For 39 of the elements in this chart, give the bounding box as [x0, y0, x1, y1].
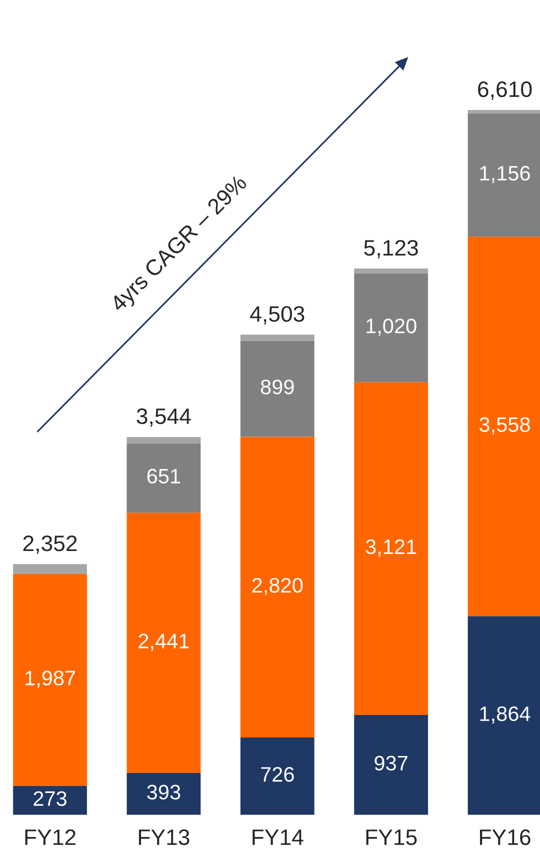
bar [240, 334, 314, 341]
data-label: 1,156 [480, 166, 530, 184]
data-label: 3,121 [366, 539, 416, 557]
total-label: 6,610 [478, 81, 532, 100]
bar [126, 436, 201, 444]
bar [126, 772, 201, 815]
data-label: 726 [261, 767, 294, 782]
data-label: 3,558 [479, 417, 530, 434]
data-label: 1,987 [26, 670, 76, 688]
bar [354, 268, 428, 274]
x-tick-label: FY12 [25, 829, 76, 845]
total-label: 4,503 [250, 306, 304, 324]
data-label: 2,820 [252, 578, 303, 596]
data-label: 1,864 [480, 706, 530, 724]
total-label: 5,123 [364, 240, 418, 258]
bar [126, 443, 201, 513]
data-label: 1,020 [366, 318, 416, 336]
bar [13, 574, 87, 786]
x-tick-label: FY16 [480, 829, 530, 846]
data-label: 899 [260, 380, 294, 394]
data-label: 2,441 [138, 634, 189, 651]
bar [126, 512, 201, 773]
bar [13, 564, 87, 574]
x-tick-label: FY15 [366, 830, 417, 846]
bar [240, 737, 314, 815]
bar [240, 436, 314, 738]
bar [240, 340, 314, 437]
x-tick-label: FY14 [252, 830, 304, 845]
data-label: 393 [147, 784, 180, 800]
data-label: 651 [147, 468, 180, 484]
data-label: 273 [34, 791, 66, 806]
bar [354, 714, 428, 815]
bar [354, 273, 428, 382]
total-label: 3,544 [136, 408, 191, 427]
bar [13, 786, 87, 815]
bar [354, 382, 428, 715]
total-label: 2,352 [23, 535, 77, 554]
data-label: 937 [374, 756, 408, 771]
x-tick-label: FY13 [138, 829, 190, 846]
